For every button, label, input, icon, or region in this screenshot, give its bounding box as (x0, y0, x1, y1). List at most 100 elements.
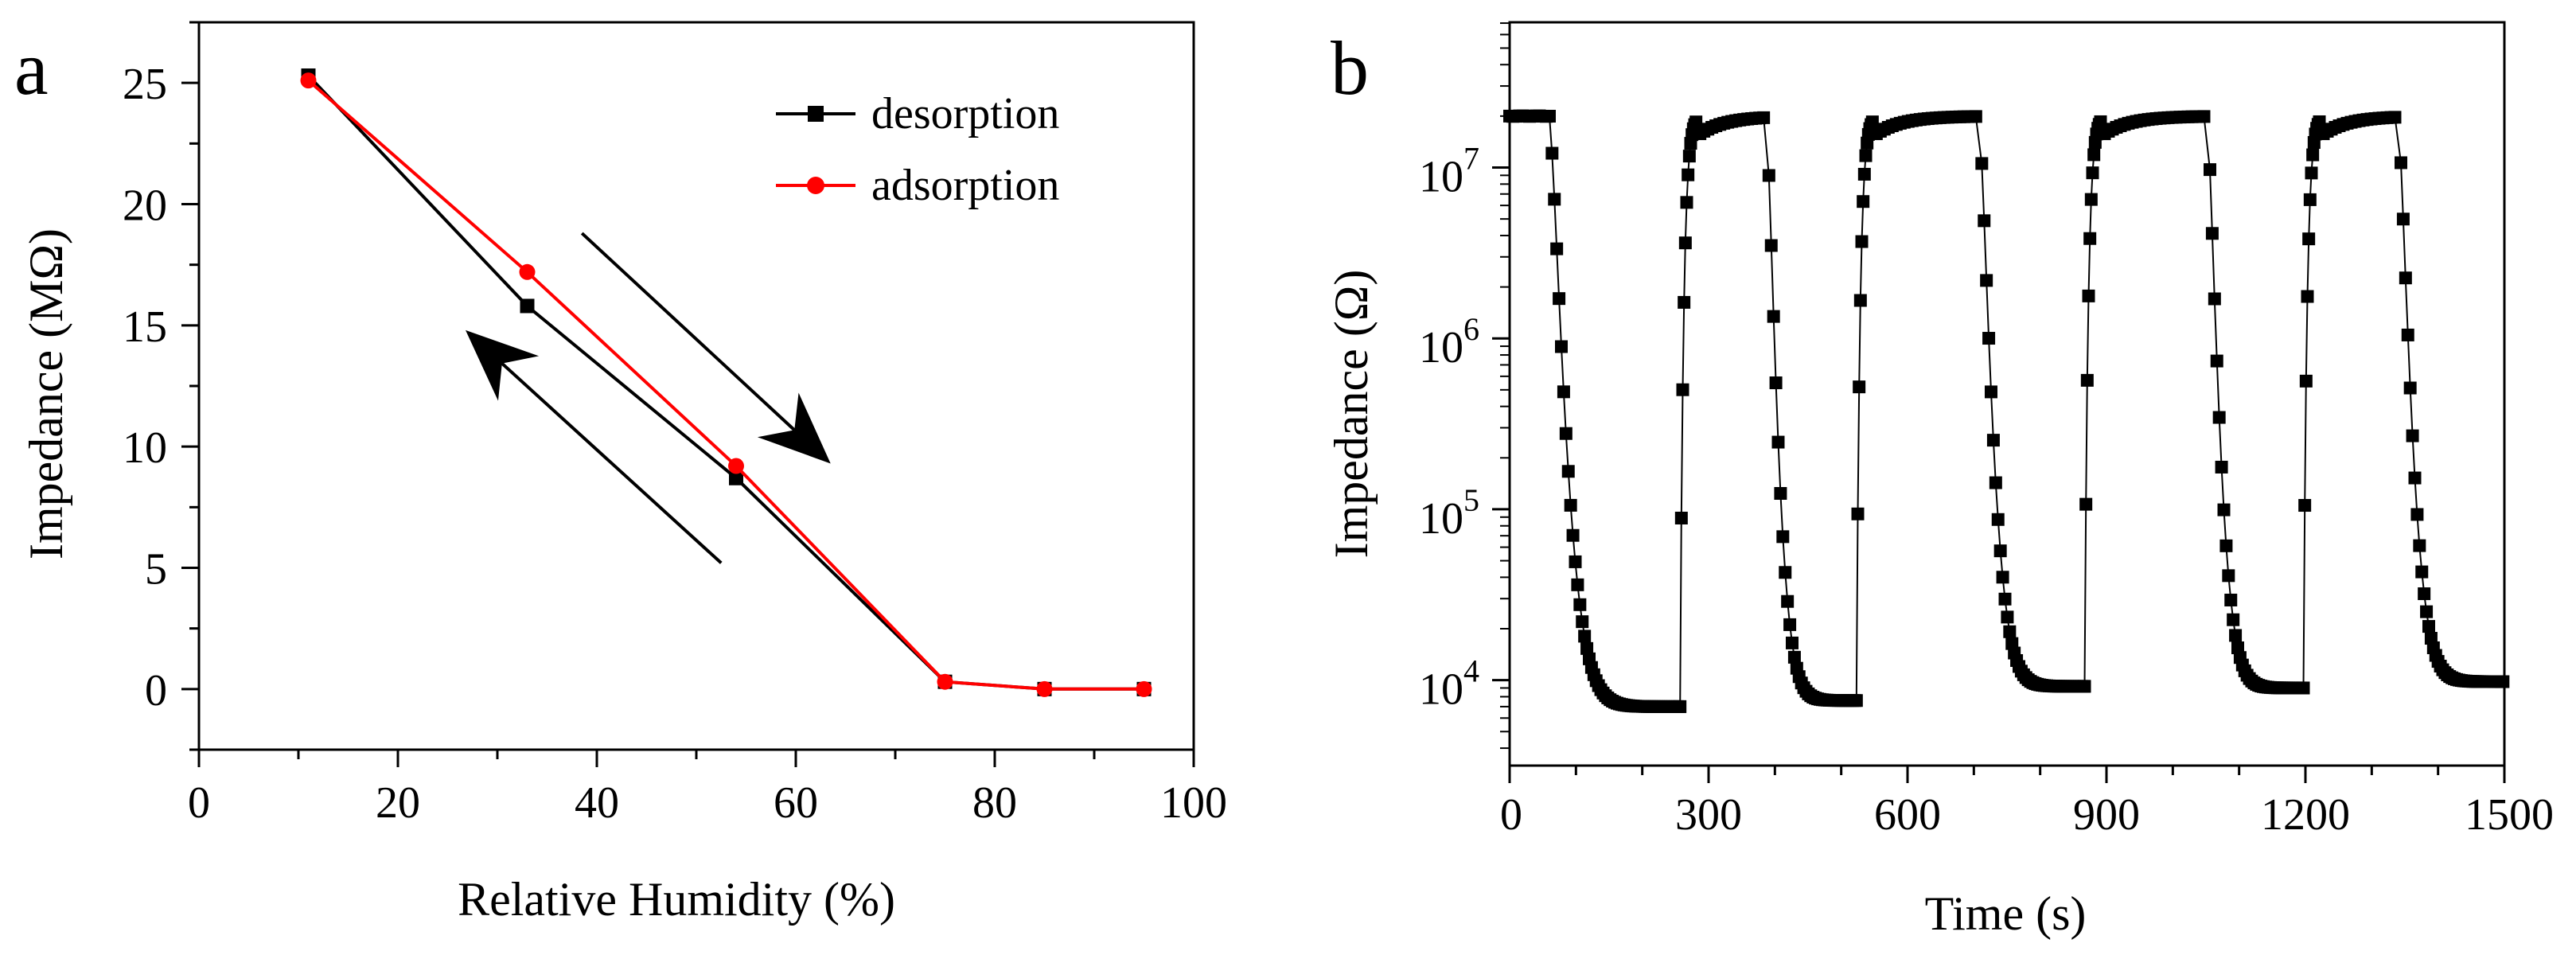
impedance-point (2082, 289, 2095, 302)
impedance-point (1853, 294, 1867, 307)
impedance-point (2301, 290, 2314, 303)
desorption-point (729, 470, 743, 485)
impedance-point (1767, 310, 1780, 323)
panel-b-plot-frame (1508, 21, 2506, 767)
panel-a-legend: desorption adsorption (776, 89, 1059, 210)
impedance-point (2224, 593, 2238, 606)
impedance-point (1857, 167, 1871, 181)
impedance-point (2083, 232, 2097, 245)
a-y-tick-label: 15 (123, 302, 167, 352)
adsorption-point (519, 263, 536, 280)
impedance-point (1980, 274, 1993, 287)
impedance-point (2219, 539, 2233, 552)
impedance-point (2210, 354, 2223, 368)
arrow-up-left-head (466, 329, 540, 401)
b-y-tick-label: 104 (1419, 653, 1479, 715)
adsorption-point (1136, 680, 1152, 697)
impedance-point (2401, 328, 2414, 341)
impedance-point (1682, 168, 1695, 181)
panel-b-y-axis-title: Impedance (Ω) (1325, 270, 1378, 559)
panel-b-ticks: 0 300 600 900 1200 1500 104 105 106 107 (1419, 22, 2554, 840)
impedance-point (1571, 578, 1584, 591)
impedance-point (2298, 499, 2312, 513)
a-x-tick-label: 0 (188, 778, 210, 828)
impedance-point (2399, 271, 2412, 285)
impedance-point (1545, 146, 1559, 160)
impedance-point (1769, 376, 1783, 390)
impedance-point (2222, 569, 2235, 583)
impedance-point (2087, 148, 2101, 162)
impedance-point (1764, 239, 1778, 252)
impedance-point (2078, 680, 2091, 693)
impedance-point (1557, 385, 1570, 399)
impedance-point (2227, 613, 2240, 626)
impedance-point (1991, 513, 2005, 526)
impedance-point (2420, 605, 2434, 618)
impedance-point (1680, 196, 1693, 209)
b-x-tick-label: 600 (1874, 790, 1941, 840)
impedance-point (2306, 148, 2320, 162)
impedance-point (2001, 610, 2014, 624)
impedance-point (2302, 232, 2316, 246)
impedance-point (1561, 465, 1575, 478)
impedance-point (2086, 166, 2099, 180)
impedance-point (1762, 169, 1775, 182)
impedance-point (2395, 156, 2407, 170)
impedance-point (1566, 528, 1580, 542)
impedance-point (2297, 681, 2310, 695)
impedance-point (2403, 381, 2417, 395)
impedance-point (1779, 566, 1792, 579)
impedance-point (1849, 694, 1863, 707)
adsorption-line (307, 79, 1144, 691)
a-y-tick-label: 25 (123, 60, 167, 109)
impedance-point (1674, 700, 1687, 713)
arrow-up-left-shaft (501, 362, 723, 564)
impedance-point (1678, 295, 1691, 309)
legend-adsorption-label: adsorption (871, 161, 1059, 210)
panel-a-y-axis-title: Impedance (MΩ) (20, 228, 72, 559)
impedance-point (2413, 539, 2426, 552)
impedance-point (2231, 641, 2244, 655)
b-y-tick-label: 107 (1419, 141, 1479, 202)
a-y-tick-label: 0 (145, 666, 167, 715)
impedance-point (1774, 486, 1787, 500)
impedance-point (2205, 227, 2219, 240)
impedance-point (1985, 385, 1997, 399)
legend-desorption-label: desorption (871, 89, 1059, 138)
impedance-point (1975, 157, 1989, 170)
impedance-point (1569, 555, 1582, 568)
impedance-point (2215, 460, 2228, 474)
impedance-point (2415, 565, 2429, 579)
impedance-point (1851, 507, 1865, 520)
panel-a-letter: a (14, 25, 49, 111)
impedance-point (1674, 511, 1688, 524)
adsorption-point (728, 458, 744, 474)
adsorption-point (937, 673, 953, 690)
panel-a-chart: a 0 20 40 60 80 100 0 5 10 15 20 25 desorption adso… (14, 21, 1227, 926)
impedance-point (1969, 110, 1982, 123)
panel-b-series (1503, 109, 2510, 713)
impedance-point (1989, 476, 2002, 489)
a-y-tick-label: 20 (123, 181, 167, 231)
impedance-point (1553, 292, 1566, 306)
impedance-point (1776, 530, 1790, 544)
impedance-point (2204, 163, 2216, 177)
impedance-point (2229, 629, 2243, 642)
impedance-point (1678, 236, 1692, 250)
impedance-point (2303, 193, 2317, 206)
impedance-point (1996, 571, 2009, 584)
adsorption-point (1036, 680, 1053, 697)
panel-a-x-axis-title: Relative Humidity (%) (458, 873, 895, 926)
b-x-tick-label: 1500 (2465, 790, 2554, 840)
impedance-point (2410, 508, 2424, 521)
impedance-point (1564, 498, 1577, 512)
b-x-tick-label: 0 (1500, 790, 1522, 840)
impedance-point (1855, 235, 1869, 248)
impedance-point (1853, 380, 1866, 394)
adsorption-point (300, 72, 317, 89)
impedance-point (1787, 650, 1801, 664)
a-y-tick-label: 10 (123, 423, 167, 473)
impedance-point (2080, 373, 2094, 387)
impedance-point (1682, 150, 1696, 163)
